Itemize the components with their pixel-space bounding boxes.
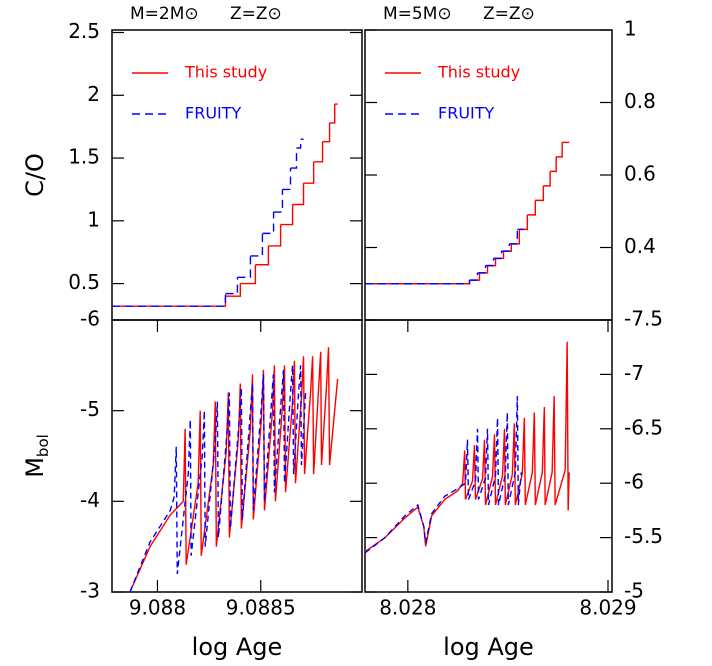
- panel-frame: [364, 319, 613, 593]
- x-axis-label: log Age: [192, 633, 283, 661]
- y-tick-label: -7.5: [624, 307, 663, 331]
- step-segment: [282, 168, 292, 191]
- step-segment: [240, 264, 257, 285]
- step-segment: [509, 229, 519, 245]
- step-segment: [365, 280, 471, 285]
- y-tick-label: 0.4: [624, 234, 656, 258]
- y-tick-label: -3: [80, 579, 100, 603]
- series-line: [365, 341, 570, 553]
- step-segment: [273, 189, 284, 213]
- y-tick-label: 0.5: [68, 270, 100, 294]
- step-segment: [469, 272, 479, 281]
- step-segment: [493, 251, 503, 260]
- step-segment: [112, 296, 227, 307]
- x-tick-label: 8.029: [579, 596, 636, 620]
- y-tick-label: -4: [80, 488, 100, 512]
- legend-label: This study: [437, 63, 520, 82]
- y-tick-label: 0.6: [624, 162, 656, 186]
- plot-layer: 0.5 1 1.5 2 2.5 C/O M=2M⊙ Z=Z⊙ This study FRUITY 0…: [21, 4, 663, 661]
- step-segment: [511, 229, 521, 245]
- y-tick-label: -5: [624, 579, 644, 603]
- step-segment: [487, 258, 497, 267]
- y-tick-label: 2.5: [68, 19, 100, 43]
- step-segment: [262, 212, 275, 235]
- legend-label: FRUITY: [438, 104, 495, 123]
- x-tick-label: 8.028: [379, 596, 436, 620]
- series-group: [365, 341, 570, 554]
- y-axis-label: Mbol: [21, 434, 52, 478]
- step-segment: [112, 293, 227, 307]
- y-axis-label: C/O: [21, 153, 49, 197]
- y-tick-label: -5: [80, 397, 100, 421]
- panel-title: Z=Z⊙: [230, 4, 282, 24]
- y-tick-label: 2: [87, 82, 100, 106]
- step-segment: [296, 139, 302, 149]
- y-label-main: C/O: [21, 153, 49, 197]
- series-line: [365, 396, 523, 554]
- y-tick-label: 1: [87, 207, 100, 231]
- step-segment: [543, 171, 551, 187]
- step-segment: [250, 233, 264, 257]
- y-tick-label: 0.8: [624, 89, 656, 113]
- series-group: [129, 347, 339, 592]
- y-tick-label: 1.5: [68, 145, 100, 169]
- series-line: [129, 347, 339, 592]
- step-segment: [237, 255, 252, 279]
- step-segment: [303, 161, 315, 184]
- x-tick-label: 9.088: [129, 596, 186, 620]
- y-label-main: M: [21, 457, 49, 478]
- step-segment: [501, 243, 511, 252]
- legend-label: FRUITY: [185, 104, 242, 123]
- step-segment: [477, 265, 487, 274]
- step-segment: [527, 200, 537, 216]
- step-segment: [268, 224, 282, 247]
- x-axis-label: log Age: [443, 633, 534, 661]
- step-segment: [290, 148, 298, 169]
- series-line: [129, 365, 307, 592]
- step-segment: [495, 251, 505, 260]
- y-tick-label: -6.5: [624, 415, 663, 439]
- series-group: [112, 103, 338, 307]
- panel-title: Z=Z⊙: [483, 4, 535, 24]
- y-tick-label: -5.5: [624, 524, 663, 548]
- step-segment: [479, 265, 489, 274]
- y-tick-label: -6: [624, 470, 644, 494]
- panel-title: M=2M⊙: [130, 4, 199, 24]
- y-tick-label: 1: [624, 17, 637, 41]
- y-tick-label: -6: [80, 307, 100, 331]
- step-segment: [225, 277, 239, 295]
- y-tick-label: -7: [624, 361, 644, 385]
- step-segment: [535, 185, 545, 202]
- step-segment: [556, 142, 563, 158]
- step-segment: [225, 283, 242, 297]
- step-segment: [485, 258, 495, 267]
- series-group: [365, 141, 570, 285]
- step-segment: [255, 245, 270, 266]
- step-segment: [519, 214, 529, 231]
- legend-label: This study: [184, 63, 267, 82]
- step-segment: [322, 122, 331, 143]
- step-segment: [329, 104, 336, 124]
- y-label-sub: bol: [34, 434, 52, 457]
- panel-title: M=5M⊙: [383, 4, 452, 24]
- panel-frame: [111, 319, 363, 593]
- step-segment: [503, 243, 513, 252]
- step-segment: [292, 183, 305, 206]
- step-segment: [280, 204, 294, 226]
- step-segment: [550, 156, 557, 173]
- step-segment: [313, 141, 324, 163]
- x-tick-label: 9.0885: [226, 596, 296, 620]
